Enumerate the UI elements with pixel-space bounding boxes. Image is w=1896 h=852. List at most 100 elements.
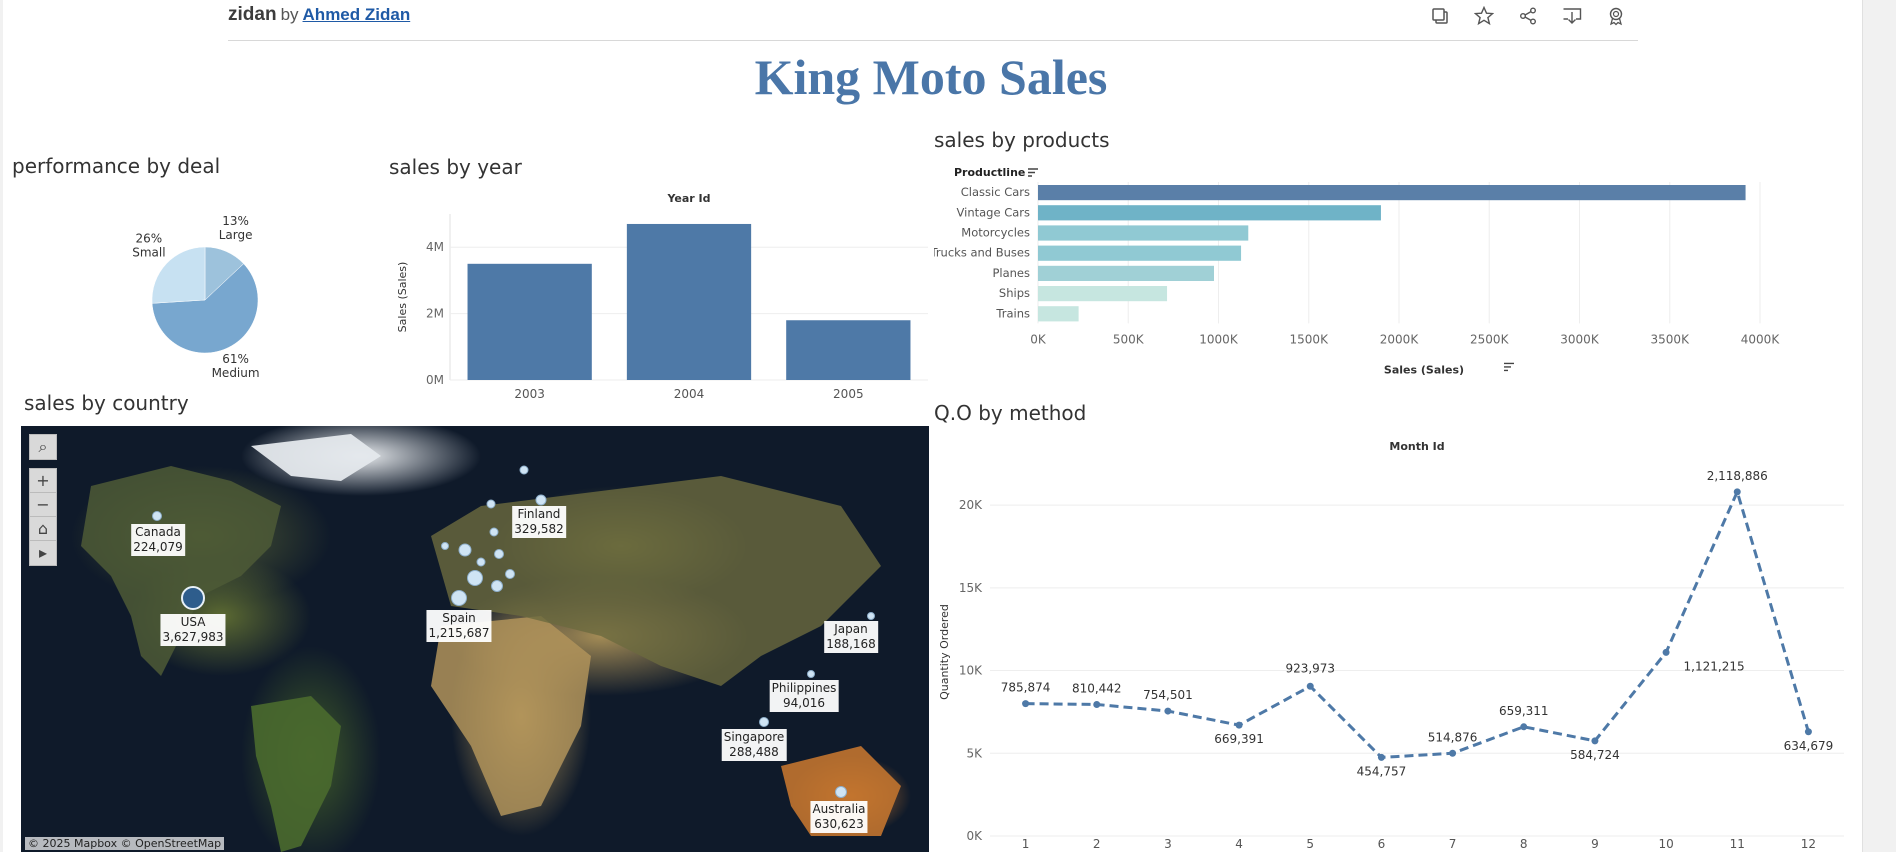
favorite-button[interactable] <box>1472 4 1496 28</box>
map-play-button[interactable]: ▸ <box>29 540 57 566</box>
map-point-austria[interactable] <box>505 569 515 579</box>
copy-icon <box>1432 8 1448 24</box>
qo-point <box>1306 682 1314 690</box>
qo-x-tick: 10 <box>1658 837 1673 851</box>
qo-point <box>1804 728 1812 736</box>
qo-point <box>1733 488 1741 496</box>
qo-point <box>1449 749 1457 757</box>
qo-point-label: 669,391 <box>1214 732 1264 746</box>
map-point-spain[interactable] <box>451 590 467 606</box>
map-point-usa[interactable] <box>181 586 205 610</box>
qo-y-tick: 10K <box>959 664 983 678</box>
products-bar-trains <box>1038 306 1079 322</box>
map-point-norway[interactable] <box>486 499 496 509</box>
products-bar-classic-cars <box>1038 185 1746 201</box>
map-label-name: Spain <box>442 611 476 625</box>
products-x-axis-title: Sales (Sales) <box>1384 363 1464 376</box>
qo-y-tick: 5K <box>966 746 983 760</box>
map-label-value: 224,079 <box>133 540 183 554</box>
qo-point <box>1591 737 1599 745</box>
map-point-germany[interactable] <box>494 549 504 559</box>
zoom-in-icon: + <box>36 471 50 490</box>
qo-point-label: 785,874 <box>1001 681 1051 695</box>
badge-button[interactable] <box>1604 4 1628 28</box>
qo-point-label: 584,724 <box>1570 748 1620 762</box>
products-section-title: sales by products <box>934 128 1110 152</box>
map-point-australia[interactable] <box>835 786 847 798</box>
map-label-usa: USA 3,627,983 <box>160 614 226 646</box>
map-point-uk[interactable] <box>458 543 472 557</box>
map-search-button[interactable]: ⌕ <box>29 434 57 460</box>
map-point-france[interactable] <box>467 570 483 586</box>
year-y-tick: 2M <box>426 307 444 321</box>
brand: zidan by Ahmed Zidan <box>228 4 410 26</box>
qo-point-label: 754,501 <box>1143 688 1193 702</box>
qo-column-header: Month Id <box>1389 440 1444 453</box>
map-label-value: 94,016 <box>783 696 825 710</box>
qo-point-label: 454,757 <box>1357 764 1407 778</box>
map-point-philippines[interactable] <box>807 670 815 678</box>
qo-point <box>1662 648 1670 656</box>
year-x-tick: 2005 <box>833 387 864 400</box>
map-point-japan[interactable] <box>867 612 875 620</box>
products-bar-trucks-and-buses <box>1038 245 1242 261</box>
products-x-tick: 1500K <box>1290 332 1330 346</box>
country-section-title: sales by country <box>24 391 189 415</box>
year-column-header: Year Id <box>666 192 710 205</box>
map-label-name: Japan <box>834 622 868 636</box>
map-point-denmark[interactable] <box>489 527 499 537</box>
map-home-button[interactable]: ⌂ <box>29 516 57 542</box>
map-label-name: Australia <box>812 802 866 816</box>
pie-label-percent: 13% <box>222 214 249 228</box>
dashboard-title: King Moto Sales <box>754 49 1108 105</box>
copy-button[interactable] <box>1428 4 1452 28</box>
qo-series-line <box>1025 487 1810 759</box>
map-point-canada[interactable] <box>152 511 162 521</box>
year-y-tick: 4M <box>426 240 444 254</box>
map-label-singapore: Singapore 288,488 <box>721 729 787 761</box>
products-category-label: Trains <box>995 306 1030 320</box>
download-button[interactable] <box>1560 4 1584 28</box>
map-zoom-out-button[interactable]: − <box>29 492 57 518</box>
share-button[interactable] <box>1516 4 1540 28</box>
products-x-tick: 3500K <box>1651 332 1691 346</box>
map-point-ireland[interactable] <box>441 542 449 550</box>
pie-label-name: Large <box>219 228 253 242</box>
map-zoom-in-button[interactable]: + <box>29 468 57 494</box>
play-icon: ▸ <box>38 543 48 562</box>
map-point-sweden[interactable] <box>519 465 529 475</box>
qo-y-tick: 15K <box>959 581 983 595</box>
right-scrollbar-track[interactable] <box>1862 0 1896 852</box>
products-x-tick: 2000K <box>1380 332 1420 346</box>
qo-x-tick: 3 <box>1164 837 1172 851</box>
qo-point-label: 2,118,886 <box>1707 469 1768 483</box>
qo-y-axis-title: Quantity Ordered <box>938 604 951 700</box>
map-label-japan: Japan 188,168 <box>824 621 878 653</box>
qo-section-title: Q.O by method <box>934 401 1087 425</box>
map-label-australia: Australia 630,623 <box>810 801 868 833</box>
qo-point-label: 514,876 <box>1428 730 1478 744</box>
products-bar-planes <box>1038 265 1214 281</box>
qo-x-tick: 12 <box>1801 837 1816 851</box>
year-section-title: sales by year <box>389 155 522 179</box>
qo-point <box>1520 723 1528 731</box>
products-x-tick: 0K <box>1030 332 1047 346</box>
deal-section-title: performance by deal <box>12 154 221 178</box>
qo-y-tick: 20K <box>959 498 983 512</box>
sort-icon <box>1504 362 1514 372</box>
year-bar-chart: Year Id 0M 2M 4M Sales (Sales) 2003 2004 2005 <box>396 192 928 400</box>
qo-point <box>1377 753 1385 761</box>
qo-x-tick: 11 <box>1730 837 1745 851</box>
map-point-finland[interactable] <box>535 494 547 506</box>
qo-point <box>1235 721 1243 729</box>
author-link[interactable]: Ahmed Zidan <box>302 5 411 24</box>
search-icon: ⌕ <box>38 437 48 456</box>
pie-label-percent: 61% <box>222 352 249 366</box>
map-point-singapore[interactable] <box>759 717 769 727</box>
year-bar-2005 <box>786 320 911 380</box>
map-point-belgium[interactable] <box>476 557 486 567</box>
map-point-italy[interactable] <box>491 580 503 592</box>
products-category-label: Trucks and Buses <box>934 246 1030 260</box>
world-map[interactable]: ⌕ + − ⌂ ▸ Canada 224,079 USA 3,627,983 Fin… <box>21 426 929 852</box>
